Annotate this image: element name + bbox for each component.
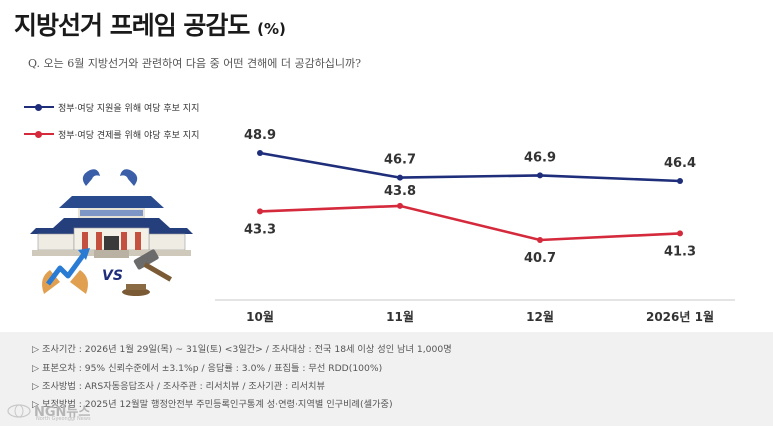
- palace-icon: [30, 196, 193, 258]
- data-label: 48.9: [244, 128, 276, 143]
- title-unit: (%): [257, 20, 286, 38]
- brand-subtitle: North Gyeonggi News: [36, 416, 91, 422]
- brand-name: NGN뉴스: [34, 405, 91, 420]
- survey-method: ▷ 조사방법 : ARS자동응답조사 / 조사주관 : 리서치뷰 / 조사기관 …: [32, 381, 325, 392]
- series-line-2: [259, 204, 681, 242]
- globe-icon: [7, 403, 31, 418]
- survey-period: ▷ 조사기간 : 2026년 1월 29일(목) ~ 31일(토) <3일간> …: [32, 344, 452, 355]
- x-tick-label: 12월: [526, 309, 554, 324]
- legend-item-series-2: 정부·여당 견제를 위해 야당 후보 지지: [24, 127, 199, 141]
- survey-methodology-panel: [0, 332, 773, 426]
- legend-item-series-1: 정부·여당 지원을 위해 여당 후보 지지: [24, 100, 199, 114]
- brand-logo: NGN뉴스 North Gyeonggi News: [6, 401, 91, 422]
- chart-title: 지방선거 프레임 공감도 (%): [14, 11, 286, 40]
- data-point: [397, 202, 403, 209]
- data-point: [257, 208, 263, 215]
- x-tick-label: 11월: [386, 309, 414, 324]
- sampling-error: ▷ 표본오차 : 95% 신뢰수준에서 ±3.1%p / 응답률 : 3.0% …: [32, 363, 383, 374]
- data-point: [677, 178, 683, 184]
- data-label: 40.7: [524, 251, 556, 266]
- legend-marker-series-2: [24, 127, 54, 141]
- vs-icon: VS: [102, 268, 123, 284]
- data-label: 46.7: [384, 153, 416, 168]
- data-label: 46.4: [664, 156, 696, 171]
- data-point: [257, 150, 263, 156]
- legend-marker-series-1: [24, 100, 54, 114]
- x-tick-label: 10월: [246, 309, 274, 324]
- line-chart: 48.9 46.7 46.9 46.4 43.3 43.8 40.7 41.3 10월 11월 12…: [215, 128, 735, 324]
- gavel-icon: [122, 249, 172, 296]
- dragon-icon: [82, 169, 138, 186]
- data-label: 41.3: [664, 244, 696, 259]
- data-label: 46.9: [524, 150, 556, 165]
- data-point: [677, 230, 683, 237]
- data-point: [397, 174, 403, 181]
- survey-question: Q. 오는 6월 지방선거와 관련하여 다음 중 어떤 견해에 더 공감하십니까…: [28, 57, 362, 70]
- legend-label-series-1: 정부·여당 지원을 위해 여당 후보 지지: [58, 103, 200, 114]
- data-point: [537, 237, 543, 243]
- data-point: [537, 172, 543, 179]
- x-tick-label: 2026년 1월: [646, 309, 714, 324]
- data-label: 43.3: [244, 222, 276, 237]
- legend-label-series-2: 정부·여당 견제를 위해 야당 후보 지지: [58, 130, 200, 141]
- weighting-method: ▷ 보정방법 : 2025년 12월말 행정안전부 주민등록인구통계 성·연령·…: [32, 399, 393, 410]
- rising-arrow-icon: [46, 248, 90, 286]
- svg-text:VS: VS: [102, 268, 123, 284]
- series-line-1: [259, 151, 681, 183]
- illustration: VS: [30, 169, 193, 296]
- data-label: 43.8: [384, 184, 416, 199]
